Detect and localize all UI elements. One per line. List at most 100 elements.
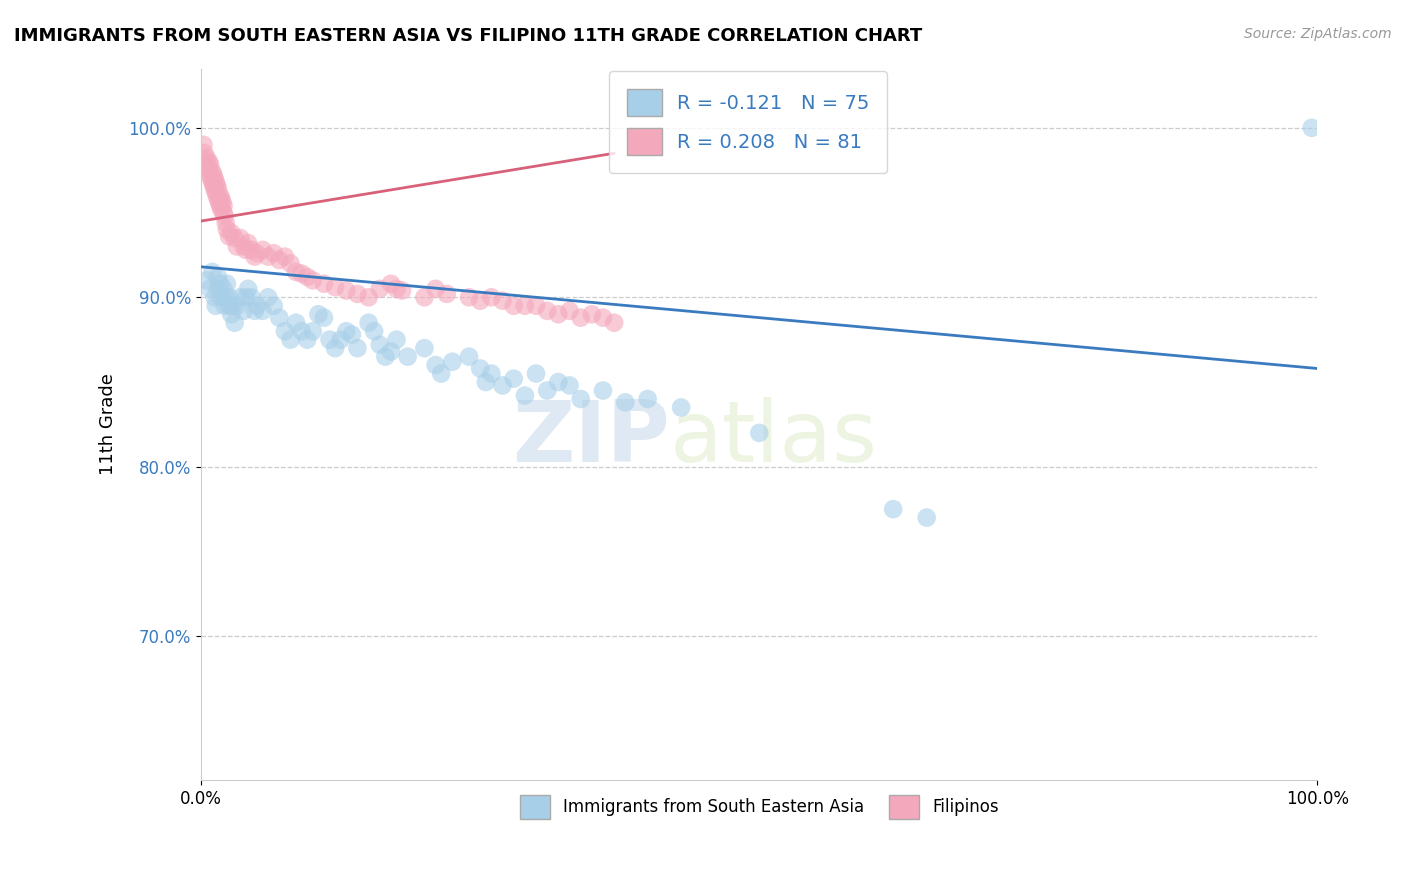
Point [274,324,297,338]
Point [221,299,243,313]
Point [413,290,436,304]
Point [209,188,232,202]
Point [215,222,238,236]
Point [236,236,259,251]
Point [204,171,226,186]
Point [198,158,221,172]
Point [205,178,228,193]
Point [269,310,291,325]
Point [335,284,357,298]
Text: ZIP: ZIP [512,397,671,480]
Point [225,299,247,313]
Point [335,324,357,338]
Point [581,307,603,321]
Point [357,290,380,304]
Point [274,250,297,264]
Point [558,378,581,392]
Point [502,299,524,313]
Point [285,316,308,330]
Point [470,361,492,376]
Point [524,299,547,313]
Point [198,169,221,183]
Point [209,290,232,304]
Point [193,137,215,152]
Point [257,250,280,264]
Point [198,154,221,169]
Point [224,231,246,245]
Point [547,307,569,321]
Point [218,290,240,304]
Point [246,246,269,260]
Point [346,287,368,301]
Point [209,202,232,217]
Point [524,367,547,381]
Point [748,425,770,440]
Point [193,146,215,161]
Point [209,199,232,213]
Point [212,199,235,213]
Point [323,341,346,355]
Point [221,307,243,321]
Point [669,401,692,415]
Point [195,158,218,172]
Point [218,299,240,313]
Point [204,290,226,304]
Point [215,277,238,291]
Point [491,293,513,308]
Point [536,384,558,398]
Point [637,392,659,406]
Point [368,282,391,296]
Point [291,267,314,281]
Point [201,265,224,279]
Point [882,502,904,516]
Point [425,358,447,372]
Point [195,152,218,166]
Point [207,192,229,206]
Point [194,154,217,169]
Point [215,290,238,304]
Point [229,290,252,304]
Point [205,188,228,202]
Point [236,282,259,296]
Point [425,282,447,296]
Point [385,333,408,347]
Point [201,175,224,189]
Point [380,344,402,359]
Point [225,239,247,253]
Point [340,327,363,342]
Point [202,178,225,193]
Point [207,270,229,285]
Point [291,324,314,338]
Point [547,375,569,389]
Point [458,350,481,364]
Y-axis label: 11th Grade: 11th Grade [100,374,117,475]
Point [212,205,235,219]
Point [240,290,263,304]
Text: Source: ZipAtlas.com: Source: ZipAtlas.com [1244,27,1392,41]
Point [285,265,308,279]
Point [915,510,938,524]
Point [569,310,592,325]
Point [357,316,380,330]
Text: IMMIGRANTS FROM SOUTH EASTERN ASIA VS FILIPINO 11TH GRADE CORRELATION CHART: IMMIGRANTS FROM SOUTH EASTERN ASIA VS FI… [14,27,922,45]
Point [207,182,229,196]
Point [346,341,368,355]
Point [374,350,396,364]
Point [198,163,221,178]
Point [214,209,236,223]
Point [513,388,536,402]
Point [257,290,280,304]
Point [246,299,269,313]
Point [491,378,513,392]
Text: atlas: atlas [671,397,877,480]
Point [569,392,592,406]
Point [204,182,226,196]
Point [301,324,323,338]
Point [603,316,626,330]
Point [243,250,266,264]
Point [312,277,335,291]
Legend: Immigrants from South Eastern Asia, Filipinos: Immigrants from South Eastern Asia, Fili… [513,789,1005,825]
Point [513,299,536,313]
Point [391,284,413,298]
Point [200,171,222,186]
